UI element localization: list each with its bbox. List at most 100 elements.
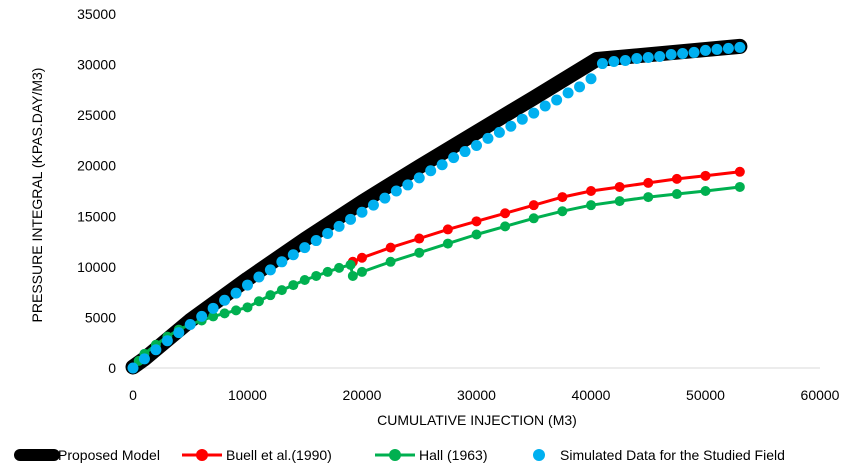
data-point: [493, 126, 505, 138]
data-point: [671, 189, 682, 200]
data-point: [586, 200, 596, 211]
data-point: [347, 270, 358, 281]
data-point: [357, 252, 367, 263]
data-point: [334, 262, 345, 273]
data-point: [161, 335, 173, 347]
data-point: [596, 58, 608, 70]
data-point: [207, 302, 219, 314]
data-point: [688, 46, 700, 58]
data-point: [253, 271, 265, 283]
data-point: [700, 170, 711, 181]
data-point: [671, 173, 682, 184]
data-point: [505, 120, 517, 132]
data-point: [500, 221, 511, 232]
data-point: [677, 47, 689, 59]
data-point: [402, 179, 414, 191]
series-line: [131, 185, 741, 369]
data-point: [322, 266, 333, 277]
data-point: [299, 275, 310, 286]
data-point: [614, 196, 625, 207]
data-point: [379, 192, 391, 204]
data-point: [242, 302, 253, 313]
data-point: [585, 73, 597, 85]
data-point: [357, 266, 367, 277]
series-1: [347, 166, 745, 267]
data-point: [539, 100, 551, 112]
data-point: [242, 279, 253, 291]
legend-marker: [389, 449, 401, 461]
data-point: [642, 51, 654, 63]
series-0: [125, 38, 748, 375]
data-point: [459, 146, 471, 158]
data-point: [219, 308, 230, 319]
y-tick-label: 5000: [85, 309, 116, 325]
data-point: [665, 48, 677, 60]
data-point: [276, 256, 288, 268]
legend-item: Proposed Model: [14, 447, 160, 463]
data-point: [528, 200, 539, 211]
legend-label: Buell et al.(1990): [226, 447, 332, 463]
plot-area: [125, 38, 748, 375]
data-point: [311, 270, 322, 281]
data-point: [287, 249, 299, 261]
data-point: [471, 229, 482, 240]
data-point: [619, 55, 631, 67]
y-tick-label: 20000: [77, 158, 116, 174]
data-point: [442, 224, 453, 235]
data-point: [442, 238, 453, 249]
data-point: [127, 362, 139, 374]
data-point: [722, 42, 734, 54]
data-point: [310, 235, 322, 247]
data-point: [711, 43, 723, 55]
data-point: [608, 56, 620, 68]
data-point: [196, 310, 208, 322]
legend-label: Hall (1963): [419, 447, 487, 463]
y-axis-ticks: 0 5000 10000 15000 20000 25000 30000 35000: [77, 6, 116, 376]
data-point: [276, 285, 287, 296]
data-point: [631, 53, 643, 65]
data-point: [425, 165, 437, 177]
data-point: [557, 206, 568, 217]
y-tick-label: 0: [108, 360, 116, 376]
data-point: [643, 192, 654, 203]
data-point: [345, 259, 356, 270]
legend-item: Simulated Data for the Studied Field: [533, 447, 785, 463]
data-point: [413, 172, 425, 184]
y-tick-label: 30000: [77, 57, 116, 73]
y-tick-label: 35000: [77, 6, 116, 22]
data-point: [356, 206, 368, 218]
legend-item: Hall (1963): [375, 447, 487, 463]
legend-label: Simulated Data for the Studied Field: [560, 447, 785, 463]
data-point: [184, 319, 196, 331]
legend-marker: [533, 449, 545, 461]
x-tick-label: 50000: [686, 387, 725, 403]
data-point: [390, 185, 402, 197]
data-point: [219, 294, 231, 306]
data-point: [734, 166, 745, 177]
data-point: [436, 159, 448, 171]
data-point: [138, 353, 150, 365]
data-point: [385, 256, 396, 267]
y-axis-title: PRESSURE INTEGRAL (KPAS.DAY/M3): [29, 68, 45, 323]
data-point: [734, 41, 746, 53]
x-tick-label: 60000: [801, 387, 840, 403]
data-point: [700, 186, 711, 196]
data-point: [265, 290, 276, 301]
data-point: [345, 213, 357, 225]
x-axis-ticks: 0 10000 20000 30000 40000 50000 60000: [129, 387, 840, 403]
data-point: [471, 216, 482, 227]
data-point: [230, 287, 242, 299]
x-tick-label: 20000: [343, 387, 382, 403]
data-point: [574, 81, 586, 93]
y-tick-label: 25000: [77, 107, 116, 123]
data-point: [208, 311, 219, 322]
data-point: [385, 242, 396, 253]
data-point: [414, 247, 425, 258]
data-point: [528, 107, 540, 119]
data-point: [700, 44, 711, 56]
data-point: [471, 139, 482, 151]
legend-item: Buell et al.(1990): [182, 447, 332, 463]
data-point: [288, 280, 299, 291]
data-point: [614, 181, 625, 192]
